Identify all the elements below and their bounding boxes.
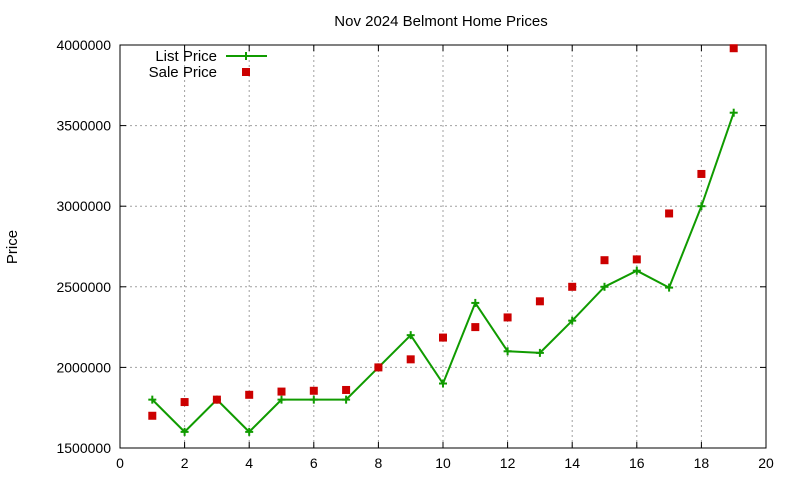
sale-price-point [568,282,577,291]
list-price-point [568,316,577,325]
y-tick-label: 1500000 [56,440,111,456]
list-price-point [632,266,641,275]
list-price-legend-marker [242,52,250,60]
x-tick-label: 20 [758,455,774,471]
list-price-point [503,347,512,356]
sale-price-point [600,256,609,265]
y-tick-label: 3500000 [56,118,111,134]
list-price-point [245,427,254,436]
x-tick-label: 10 [435,455,451,471]
list-price-point [697,202,706,211]
list-price-point [309,395,318,404]
sale-price-point [439,333,447,342]
sale-price-legend-label: Sale Price [149,64,217,81]
sale-price-point [503,313,512,322]
x-tick-label: 12 [500,455,516,471]
list-price-point [406,331,415,340]
x-tick-label: 18 [694,455,710,471]
sale-price-point [406,355,415,364]
list-price-point [600,282,609,291]
series-layer [148,44,738,436]
sale-price-point [148,411,157,420]
sale-price-legend-marker [242,68,250,76]
sale-price-point [374,363,383,372]
x-tick-label: 0 [116,455,124,471]
x-tick-label: 16 [629,455,645,471]
chart-title: Nov 2024 Belmont Home Prices [334,13,547,30]
sale-price-point [277,387,286,396]
sale-price-point [535,297,544,306]
list-price-point [342,395,351,404]
sale-price-point [665,209,674,218]
list-price-point [180,427,189,436]
axes: 0 2 4 6 8 10 12 14 16 18 20 1500000 2000000 2500000 30… [56,37,774,471]
sale-price-point [729,44,738,53]
list-price-point [439,379,447,388]
y-tick-label: 2000000 [56,359,111,375]
sale-price-point [180,398,189,407]
grid [120,45,766,448]
sale-price-point [632,255,641,264]
sale-price-point [212,395,221,404]
x-tick-label: 2 [181,455,189,471]
sale-price-point [697,169,706,178]
y-tick-label: 3000000 [56,198,111,214]
list-price-point [535,348,544,357]
list-price-point [148,395,157,404]
x-tick-label: 8 [375,455,383,471]
list-price-point [471,298,480,307]
list-price-point [665,283,674,292]
list-price-point [277,395,286,404]
x-tick-label: 6 [310,455,318,471]
y-tick-label: 2500000 [56,279,111,295]
list-price-legend-label: List Price [155,48,217,65]
sale-price-point [309,386,318,395]
sale-price-point [471,323,480,332]
sale-price-point [245,390,254,399]
y-axis-label: Price [4,230,21,264]
y-tick-label: 4000000 [56,37,111,53]
sale-price-point [342,385,351,394]
x-tick-label: 14 [564,455,580,471]
x-tick-label: 4 [245,455,253,471]
list-price-point [729,108,738,117]
